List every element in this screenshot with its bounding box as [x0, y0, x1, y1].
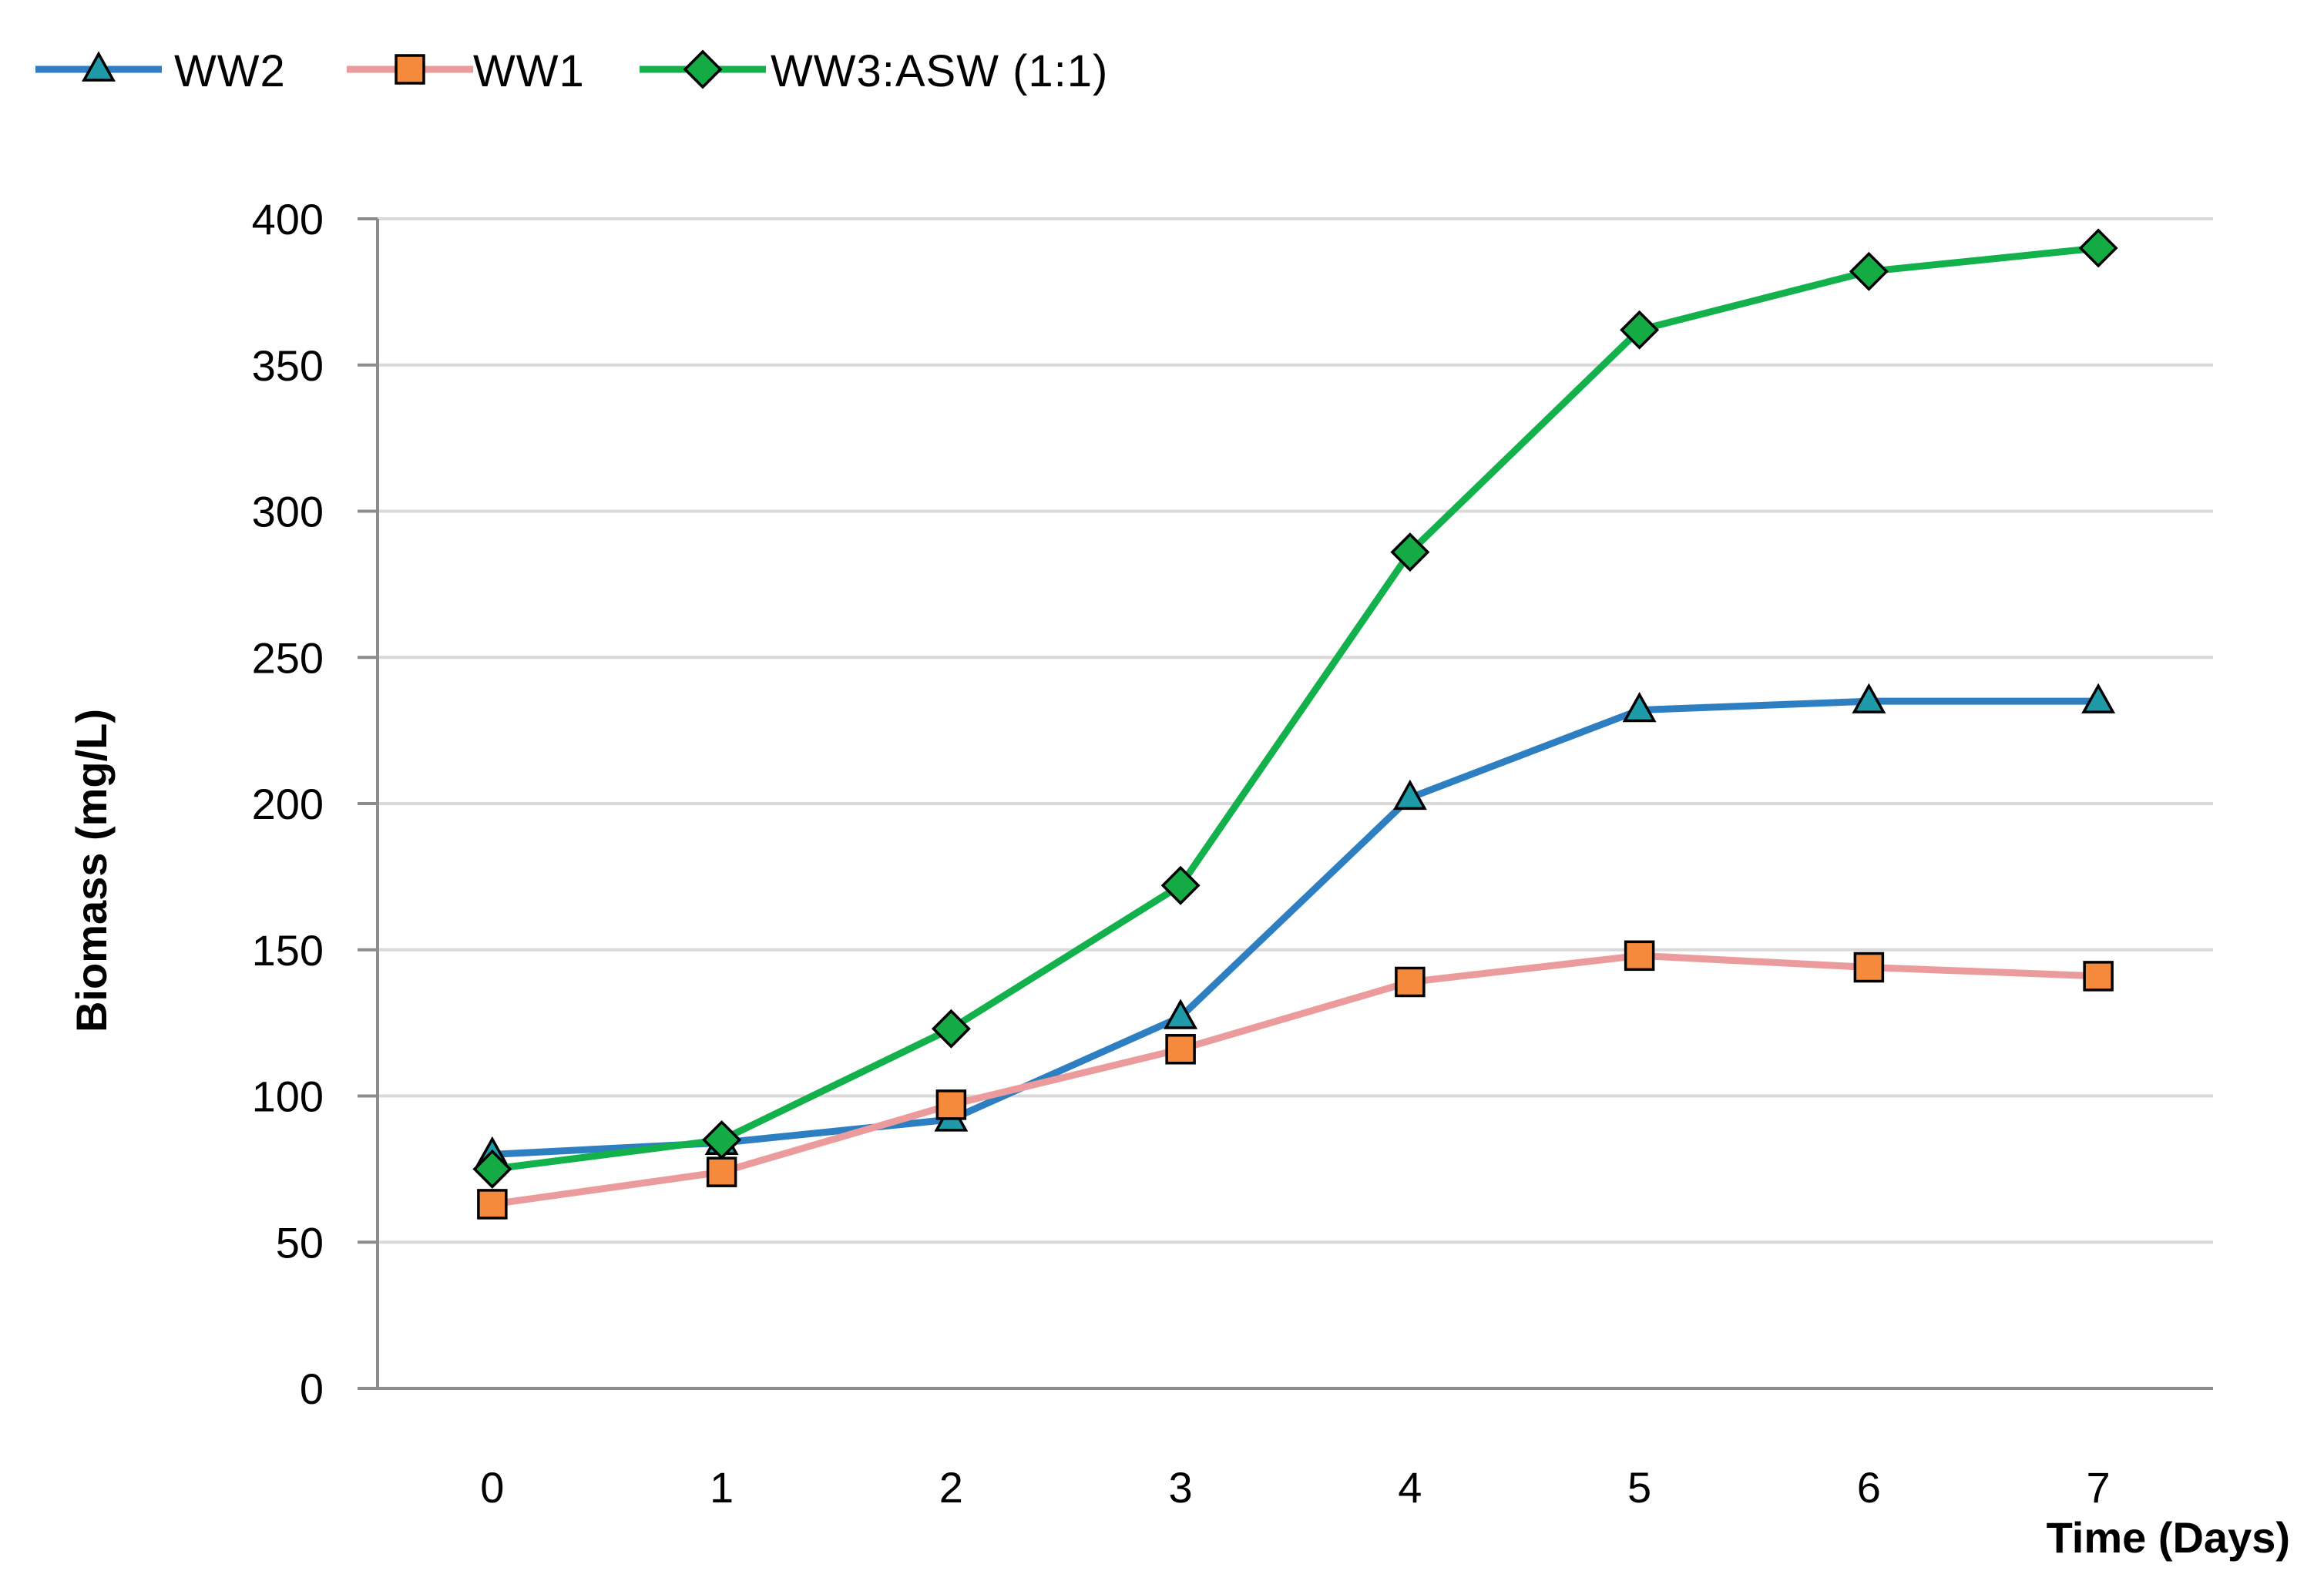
series-line: [489, 697, 2102, 1158]
x-axis-title: Time (Days): [2047, 1513, 2290, 1562]
data-point: [2083, 961, 2114, 992]
y-tick-label: 350: [252, 341, 324, 390]
y-tick-label: 150: [252, 926, 324, 975]
x-tick-label: 5: [1627, 1463, 1651, 1512]
x-tick-label: 7: [2087, 1463, 2111, 1512]
y-tick-label: 50: [276, 1218, 324, 1267]
series-ww1: [477, 940, 2114, 1220]
legend-label: WW2: [174, 46, 286, 96]
legend-item: WW2: [35, 46, 286, 96]
series-layer: [472, 228, 2118, 1220]
y-tick-labels: 0 50 100 150 200 250 300 350 400: [252, 195, 324, 1413]
gridlines: [378, 217, 2213, 1244]
y-axis-title: Biomass (mg/L): [67, 709, 116, 1032]
data-point: [1849, 251, 1889, 291]
y-tick-label: 100: [252, 1072, 324, 1121]
data-point: [472, 1149, 512, 1189]
data-point: [702, 1119, 742, 1160]
data-point: [931, 1009, 971, 1049]
series-ww2: [475, 683, 2116, 1167]
legend-label: WW3:ASW (1:1): [771, 46, 1108, 96]
data-point: [935, 1089, 967, 1120]
series-line: [489, 244, 2102, 1173]
legend-item: WW3:ASW (1:1): [640, 46, 1108, 96]
legend-marker: [82, 51, 116, 82]
legend-marker: [395, 54, 425, 85]
y-tick-label: 400: [252, 195, 324, 243]
x-tick-label: 0: [480, 1463, 504, 1512]
x-tick-label: 2: [939, 1463, 963, 1512]
data-point: [1395, 966, 1426, 998]
x-tick-label: 6: [1857, 1463, 1881, 1512]
series-ww3-asw-1-1: [472, 228, 2118, 1189]
data-point: [1392, 779, 1427, 811]
x-tick-labels: 0 1 2 3 4 5 6 7: [480, 1463, 2110, 1512]
x-tick-label: 4: [1398, 1463, 1422, 1512]
x-tick-label: 1: [710, 1463, 734, 1512]
data-point: [706, 1156, 737, 1187]
data-point: [1852, 683, 1886, 713]
x-tick-label: 3: [1169, 1463, 1193, 1512]
y-tick-label: 300: [252, 488, 324, 536]
data-point: [1853, 952, 1885, 983]
data-point: [1160, 865, 1201, 905]
data-point: [1164, 999, 1198, 1029]
data-point: [1620, 310, 1660, 350]
data-point: [1165, 1034, 1196, 1065]
axes: [358, 217, 2213, 1390]
data-point: [1624, 940, 1655, 972]
data-point: [1622, 691, 1657, 723]
y-tick-label: 200: [252, 780, 324, 828]
legend-item: WW1: [347, 46, 585, 96]
legend-marker: [683, 49, 723, 89]
legend-label: WW1: [473, 46, 585, 96]
series-line: [489, 952, 2102, 1208]
data-point: [2081, 683, 2116, 713]
y-tick-label: 0: [300, 1364, 324, 1413]
legend: WW2 WW1 WW3:ASW (1:1): [35, 46, 1108, 96]
data-point: [477, 1189, 508, 1220]
data-point: [2078, 228, 2118, 268]
data-point: [1390, 532, 1430, 572]
y-tick-label: 250: [252, 633, 324, 682]
